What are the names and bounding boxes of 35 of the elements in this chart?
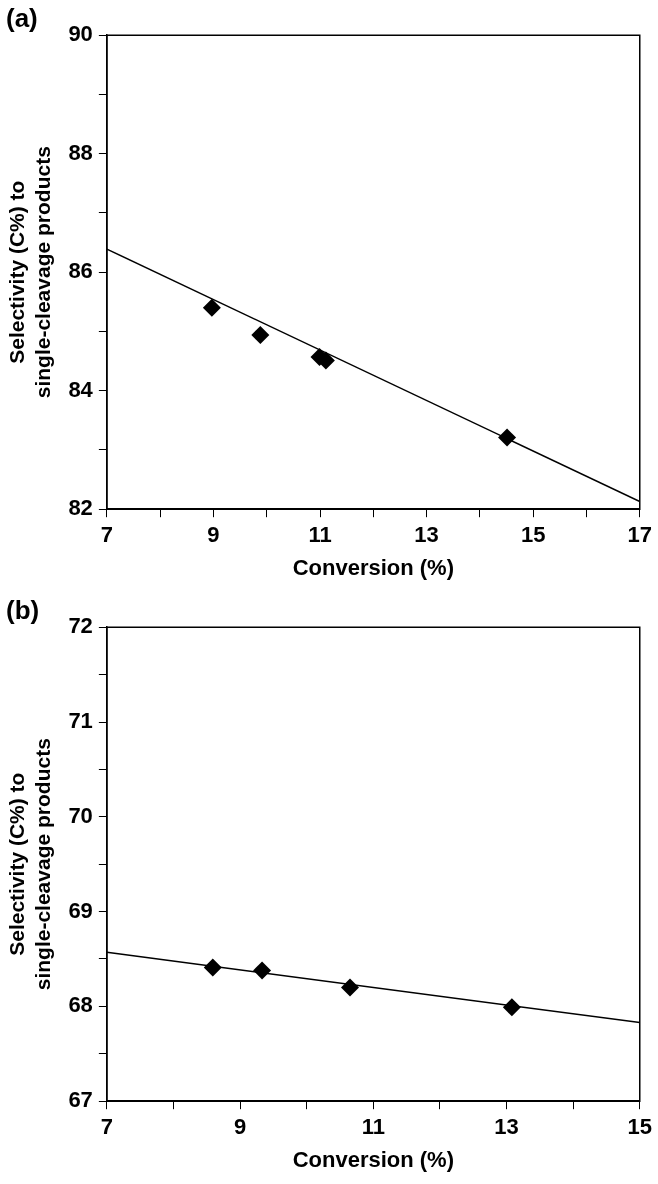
y-tick-label: 68 xyxy=(68,992,93,1018)
y-tick-label: 72 xyxy=(68,613,93,639)
y-tick-label: 67 xyxy=(68,1087,93,1113)
point xyxy=(203,958,222,977)
point xyxy=(202,298,221,317)
point xyxy=(253,961,272,980)
x-tick-label: 9 xyxy=(233,1114,247,1140)
point xyxy=(498,428,517,447)
y-tick-label: 84 xyxy=(68,376,94,402)
chart-title: (a) xyxy=(6,2,38,33)
y-tick-label: 71 xyxy=(68,708,93,734)
y-tick-label: 88 xyxy=(68,139,93,165)
y-tick-label: 82 xyxy=(68,495,93,521)
x-tick-label: 15 xyxy=(520,522,546,548)
x-tick-label: 11 xyxy=(361,1114,385,1140)
x-tick-label: 7 xyxy=(100,1114,113,1140)
y-tick-label: 69 xyxy=(68,897,93,923)
y-tick-label: 70 xyxy=(68,802,93,828)
y-tick-label: 86 xyxy=(68,258,93,284)
x-tick-label: 13 xyxy=(414,522,439,548)
y-axis-title: Selectivity (C%) to single-cleavage products xyxy=(5,738,54,991)
x-tick-label: 17 xyxy=(627,522,653,548)
x-tick-label: 11 xyxy=(308,522,332,548)
y-tick-label: 90 xyxy=(68,21,93,47)
x-tick-label: 7 xyxy=(100,522,113,548)
x-axis-title: Conversion (%) xyxy=(292,554,454,580)
point xyxy=(502,998,521,1017)
x-tick-label: 13 xyxy=(494,1114,519,1140)
x-tick-label: 15 xyxy=(627,1114,653,1140)
y-axis-title: Selectivity (C%) to single-cleavage products xyxy=(5,146,54,399)
x-tick-label: 9 xyxy=(207,522,220,548)
point xyxy=(341,978,359,997)
point xyxy=(251,326,270,345)
chart-title: (b) xyxy=(6,594,40,625)
x-axis-title: Conversion (%) xyxy=(292,1146,454,1172)
